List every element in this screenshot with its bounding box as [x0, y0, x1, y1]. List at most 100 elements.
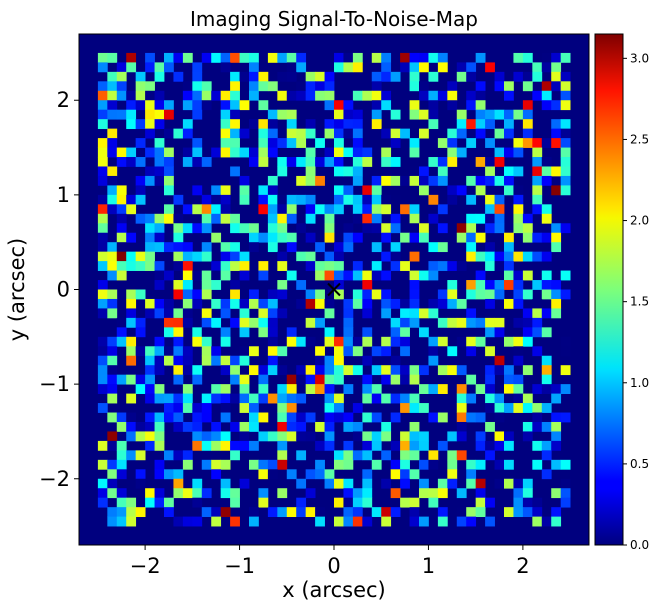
heatmap-cell [211, 317, 222, 328]
heatmap-cell [305, 232, 316, 243]
heatmap-cell [107, 355, 118, 366]
colorbar-gradient [594, 33, 624, 546]
heatmap-cell [352, 431, 363, 442]
heatmap-cell [267, 242, 278, 253]
heatmap-cell [485, 242, 495, 253]
heatmap-cell [97, 166, 108, 177]
heatmap-cell [362, 516, 373, 527]
heatmap-cell [371, 52, 382, 63]
heatmap-cell [192, 185, 203, 196]
heatmap-cell [390, 488, 401, 499]
heatmap-cell [324, 232, 335, 243]
heatmap-cell [126, 317, 137, 328]
heatmap-cell [390, 251, 401, 262]
heatmap-cell [135, 289, 146, 300]
heatmap-cell [286, 52, 297, 63]
heatmap-cell [560, 478, 571, 489]
heatmap-cell [154, 71, 165, 82]
heatmap-cell [296, 412, 307, 423]
heatmap-cell [305, 90, 316, 101]
heatmap-cell [239, 421, 250, 432]
heatmap-cell [541, 308, 552, 319]
heatmap-cell [428, 90, 439, 101]
heatmap-cell [305, 336, 316, 347]
heatmap-cell [409, 289, 420, 300]
heatmap-cell [107, 516, 118, 527]
heatmap-cell [296, 507, 307, 518]
heatmap-cell [504, 175, 514, 186]
heatmap-cell [286, 90, 297, 101]
heatmap-cell [343, 450, 354, 461]
heatmap-cell [116, 488, 127, 499]
heatmap-cell [277, 213, 288, 224]
heatmap-cell [352, 147, 363, 158]
heatmap-cell [305, 365, 316, 376]
heatmap-cell [362, 270, 373, 281]
heatmap-cell [211, 355, 222, 366]
heatmap-cell [352, 488, 363, 499]
heatmap-cell [409, 450, 420, 461]
heatmap-cell [447, 185, 458, 196]
heatmap-cell [475, 431, 486, 442]
heatmap-cell [362, 440, 373, 451]
heatmap-cell [230, 71, 240, 82]
heatmap-cell [249, 157, 259, 167]
heatmap-cell [343, 166, 354, 177]
heatmap-cell [409, 251, 420, 262]
heatmap-cell [116, 147, 127, 158]
heatmap-cell [286, 242, 297, 253]
heatmap-cell [541, 270, 552, 281]
heatmap-cell [419, 90, 429, 101]
heatmap-cell [560, 175, 571, 186]
heatmap-cell [230, 251, 240, 262]
heatmap-cell [239, 71, 250, 82]
heatmap-cell [286, 507, 297, 518]
heatmap-cell [305, 384, 316, 394]
heatmap-cell [126, 355, 137, 366]
heatmap-cell [447, 289, 458, 300]
heatmap-cell [126, 232, 137, 243]
heatmap-cell [447, 261, 458, 271]
heatmap-cell [504, 185, 514, 196]
heatmap-cell [560, 128, 571, 139]
colorbar: 0.0 0.5 1.0 1.5 2.0 2.5 3.0 [594, 33, 649, 552]
heatmap-cell [352, 119, 363, 130]
heatmap-cell [560, 346, 571, 357]
heatmap-cell [428, 308, 439, 319]
heatmap-cell [522, 119, 533, 130]
heatmap-cell [220, 185, 231, 196]
heatmap-cell [220, 308, 231, 319]
heatmap-cell [409, 516, 420, 527]
heatmap-cell [192, 412, 203, 423]
heatmap-cell [220, 213, 231, 224]
heatmap-cell [296, 128, 307, 139]
heatmap-cell [192, 440, 203, 451]
heatmap-cell [230, 52, 240, 63]
heatmap-cell [305, 261, 316, 271]
heatmap-cell [201, 242, 212, 253]
heatmap-cell [466, 100, 477, 111]
heatmap-cell [522, 478, 533, 489]
heatmap-cell [107, 459, 118, 470]
heatmap-cell [173, 403, 184, 413]
heatmap-cell [267, 175, 278, 186]
heatmap-cell [182, 421, 193, 432]
heatmap-cell [315, 421, 325, 432]
heatmap-cell [324, 128, 335, 139]
heatmap-cell [220, 52, 231, 63]
heatmap-cell [324, 393, 335, 404]
heatmap-cell [560, 270, 571, 281]
heatmap-cell [532, 71, 543, 82]
heatmap-cell [324, 469, 335, 480]
heatmap-cell [97, 459, 108, 470]
heatmap-cell [249, 289, 259, 300]
heatmap-cell [409, 71, 420, 82]
heatmap-cell [428, 52, 439, 63]
heatmap-cell [192, 223, 203, 234]
heatmap-cell [201, 280, 212, 290]
heatmap-cell [352, 204, 363, 215]
heatmap-cell [485, 166, 495, 177]
heatmap-cell [315, 71, 325, 82]
heatmap-cell [475, 507, 486, 518]
heatmap-cell [560, 365, 571, 376]
